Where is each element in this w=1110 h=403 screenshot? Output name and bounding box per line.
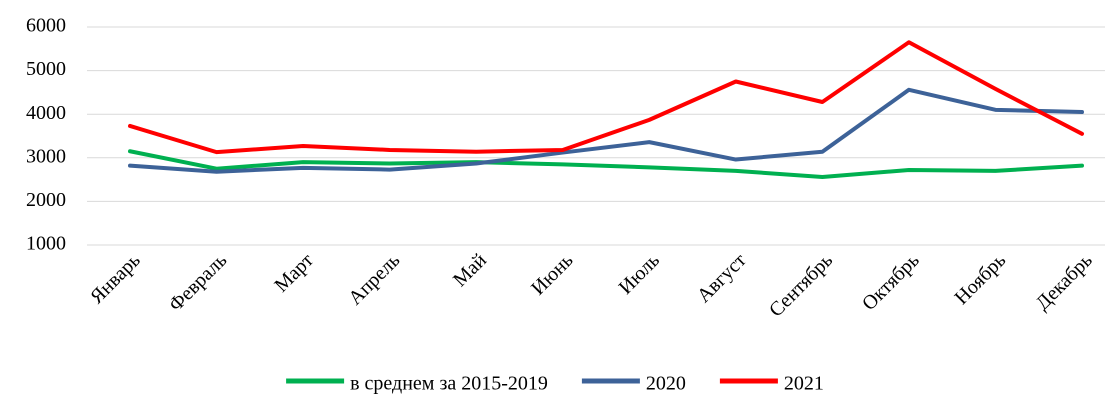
x-tick-label: Февраль <box>165 249 232 316</box>
x-tick-label: Октябрь <box>858 249 924 315</box>
y-tick-label: 3000 <box>26 145 66 167</box>
series-line <box>128 87 1084 174</box>
y-tick-label: 1000 <box>26 233 66 255</box>
legend-label: 2021 <box>784 373 824 395</box>
series-line <box>128 40 1084 155</box>
x-tick-label: Апрель <box>344 249 404 309</box>
x-tick-label: Август <box>693 249 751 307</box>
x-tick-label: Ноябрь <box>950 249 1010 309</box>
x-tick-label: Май <box>449 249 491 291</box>
legend-label: 2020 <box>646 373 686 395</box>
x-tick-label: Июль <box>615 249 664 298</box>
legend-label: в среднем за 2015-2019 <box>350 373 548 395</box>
y-tick-label: 5000 <box>26 58 66 80</box>
x-tick-label: Январь <box>86 249 145 308</box>
y-tick-label: 2000 <box>26 189 66 211</box>
x-tick-label: Сентябрь <box>765 249 837 321</box>
y-tick-label: 6000 <box>26 15 66 37</box>
x-tick-label: Декабрь <box>1031 249 1096 314</box>
series-line <box>128 149 1084 179</box>
x-tick-label: Июнь <box>527 249 577 299</box>
x-tick-label: Март <box>270 249 318 297</box>
y-tick-label: 4000 <box>26 102 66 124</box>
